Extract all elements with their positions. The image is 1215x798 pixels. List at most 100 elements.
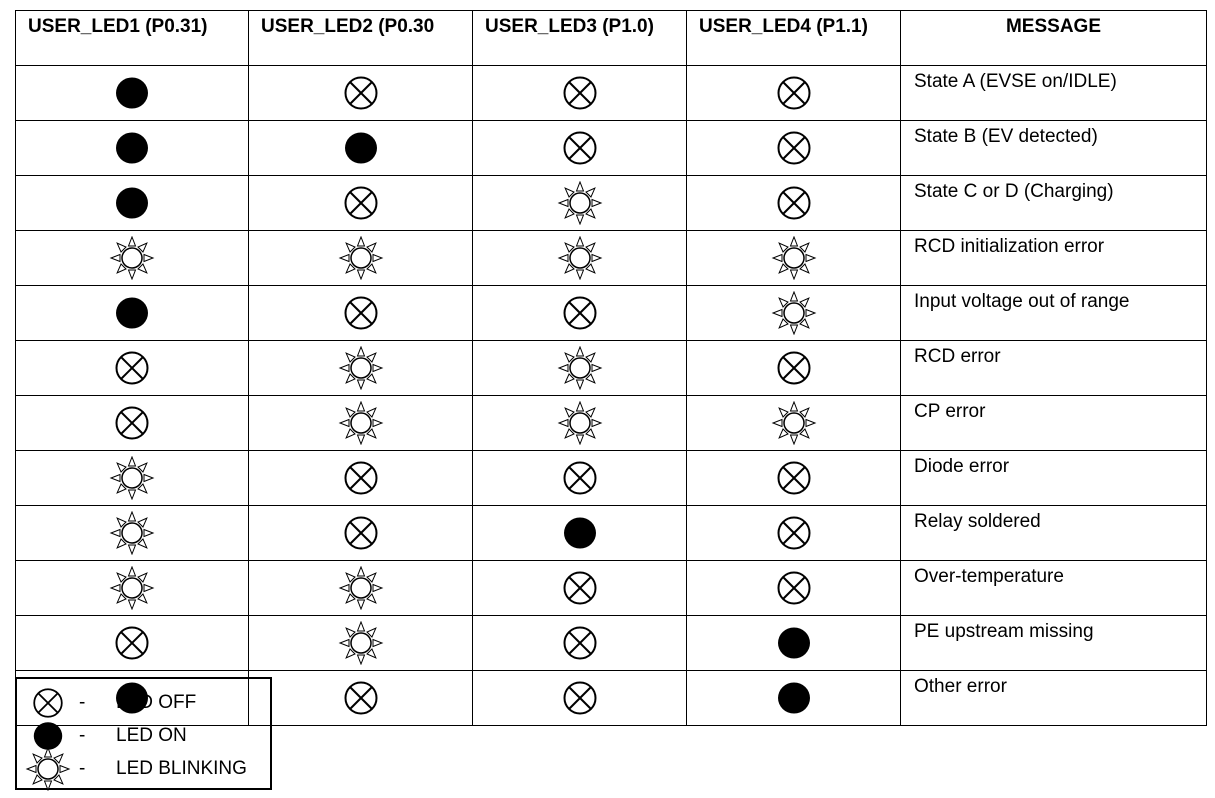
user-led4-cell bbox=[686, 120, 901, 176]
led-off-icon bbox=[777, 351, 810, 385]
user-led3-cell bbox=[472, 175, 687, 231]
led-off-icon bbox=[344, 296, 377, 330]
led-off-icon bbox=[777, 76, 810, 110]
legend-dash: - bbox=[79, 758, 86, 779]
led-off-icon bbox=[777, 186, 810, 220]
led-off-icon bbox=[777, 461, 810, 495]
message-cell: CP error bbox=[900, 395, 1207, 451]
legend-label: LED ON bbox=[116, 725, 187, 746]
header-user-led4: USER_LED4 (P1.1) bbox=[686, 10, 901, 66]
legend-dash: - bbox=[79, 725, 86, 746]
legend-item-on: - LED ON bbox=[17, 720, 187, 752]
led-off-icon bbox=[115, 406, 149, 440]
led-off-icon bbox=[344, 516, 377, 550]
user-led4-cell bbox=[686, 395, 901, 451]
user-led2-cell bbox=[248, 120, 473, 176]
table-row: State C or D (Charging) bbox=[15, 175, 1207, 231]
user-led4-cell bbox=[686, 175, 901, 231]
legend-item-blinking: - LED BLINKING bbox=[17, 747, 247, 791]
legend: - LED OFF - LED ON - LED BLINKING bbox=[15, 677, 272, 791]
message-cell: State C or D (Charging) bbox=[900, 175, 1207, 231]
user-led3-cell bbox=[472, 450, 687, 506]
header-user-led1: USER_LED1 (P0.31) bbox=[15, 10, 249, 66]
led-off-icon bbox=[563, 626, 596, 660]
legend-icon bbox=[17, 687, 79, 719]
user-led3-cell bbox=[472, 285, 687, 341]
led-off-icon bbox=[563, 681, 596, 715]
user-led3-cell bbox=[472, 120, 687, 176]
legend-icon bbox=[17, 720, 79, 752]
user-led1-cell bbox=[15, 560, 249, 616]
led-off-icon bbox=[563, 76, 596, 110]
header-user-led3: USER_LED3 (P1.0) bbox=[472, 10, 687, 66]
led-off-icon bbox=[344, 681, 377, 715]
user-led4-cell bbox=[686, 450, 901, 506]
led-blinking-icon bbox=[771, 236, 816, 280]
user-led4-cell bbox=[686, 65, 901, 121]
led-off-icon bbox=[115, 351, 149, 385]
table-row: RCD error bbox=[15, 340, 1207, 396]
led-on-icon bbox=[116, 682, 148, 714]
led-off-icon bbox=[344, 186, 377, 220]
user-led1-cell bbox=[15, 450, 249, 506]
message-cell: Relay soldered bbox=[900, 505, 1207, 561]
led-off-icon bbox=[344, 76, 377, 110]
header-row: USER_LED1 (P0.31) USER_LED2 (P0.30 USER_… bbox=[15, 10, 1207, 66]
message-cell: Over-temperature bbox=[900, 560, 1207, 616]
user-led2-cell bbox=[248, 505, 473, 561]
user-led4-cell bbox=[686, 560, 901, 616]
user-led1-cell bbox=[15, 175, 249, 231]
user-led3-cell bbox=[472, 395, 687, 451]
user-led1-cell bbox=[15, 120, 249, 176]
legend-icon bbox=[17, 747, 79, 791]
table-row: RCD initialization error bbox=[15, 230, 1207, 286]
message-cell: RCD initialization error bbox=[900, 230, 1207, 286]
led-blinking-icon bbox=[338, 566, 383, 610]
user-led3-cell bbox=[472, 505, 687, 561]
user-led3-cell bbox=[472, 65, 687, 121]
user-led3-cell bbox=[472, 230, 687, 286]
table-row: Over-temperature bbox=[15, 560, 1207, 616]
led-on-icon bbox=[33, 722, 63, 750]
message-cell: State A (EVSE on/IDLE) bbox=[900, 65, 1207, 121]
user-led4-cell bbox=[686, 615, 901, 671]
header-user-led2: USER_LED2 (P0.30 bbox=[248, 10, 473, 66]
user-led1-cell bbox=[15, 395, 249, 451]
user-led3-cell bbox=[472, 615, 687, 671]
led-off-icon bbox=[33, 688, 63, 718]
led-blinking-icon bbox=[557, 181, 602, 225]
led-blinking-icon bbox=[338, 346, 383, 390]
user-led4-cell bbox=[686, 340, 901, 396]
table-row: State B (EV detected) bbox=[15, 120, 1207, 176]
message-cell: RCD error bbox=[900, 340, 1207, 396]
led-blinking-icon bbox=[109, 511, 155, 555]
user-led2-cell bbox=[248, 395, 473, 451]
user-led2-cell bbox=[248, 450, 473, 506]
user-led2-cell bbox=[248, 615, 473, 671]
user-led2-cell bbox=[248, 560, 473, 616]
led-blinking-icon bbox=[557, 236, 602, 280]
message-cell: Input voltage out of range bbox=[900, 285, 1207, 341]
led-off-icon bbox=[777, 131, 810, 165]
user-led1-cell bbox=[15, 230, 249, 286]
user-led1-cell bbox=[15, 65, 249, 121]
led-on-icon bbox=[777, 627, 810, 659]
message-cell: Other error bbox=[900, 670, 1207, 726]
led-blinking-icon bbox=[109, 566, 155, 610]
user-led1-cell bbox=[15, 340, 249, 396]
led-off-icon bbox=[563, 296, 596, 330]
legend-dash: - bbox=[79, 692, 86, 713]
led-blinking-icon bbox=[109, 456, 155, 500]
led-blinking-icon bbox=[109, 236, 155, 280]
user-led2-cell bbox=[248, 230, 473, 286]
led-blinking-icon bbox=[338, 401, 383, 445]
user-led4-cell bbox=[686, 230, 901, 286]
led-on-icon bbox=[116, 297, 148, 329]
led-off-icon bbox=[777, 516, 810, 550]
led-blinking-icon bbox=[338, 621, 383, 665]
led-blinking-icon bbox=[338, 236, 383, 280]
table-row: Input voltage out of range bbox=[15, 285, 1207, 341]
led-off-icon bbox=[563, 131, 596, 165]
led-on-icon bbox=[116, 187, 148, 219]
led-off-icon bbox=[777, 571, 810, 605]
